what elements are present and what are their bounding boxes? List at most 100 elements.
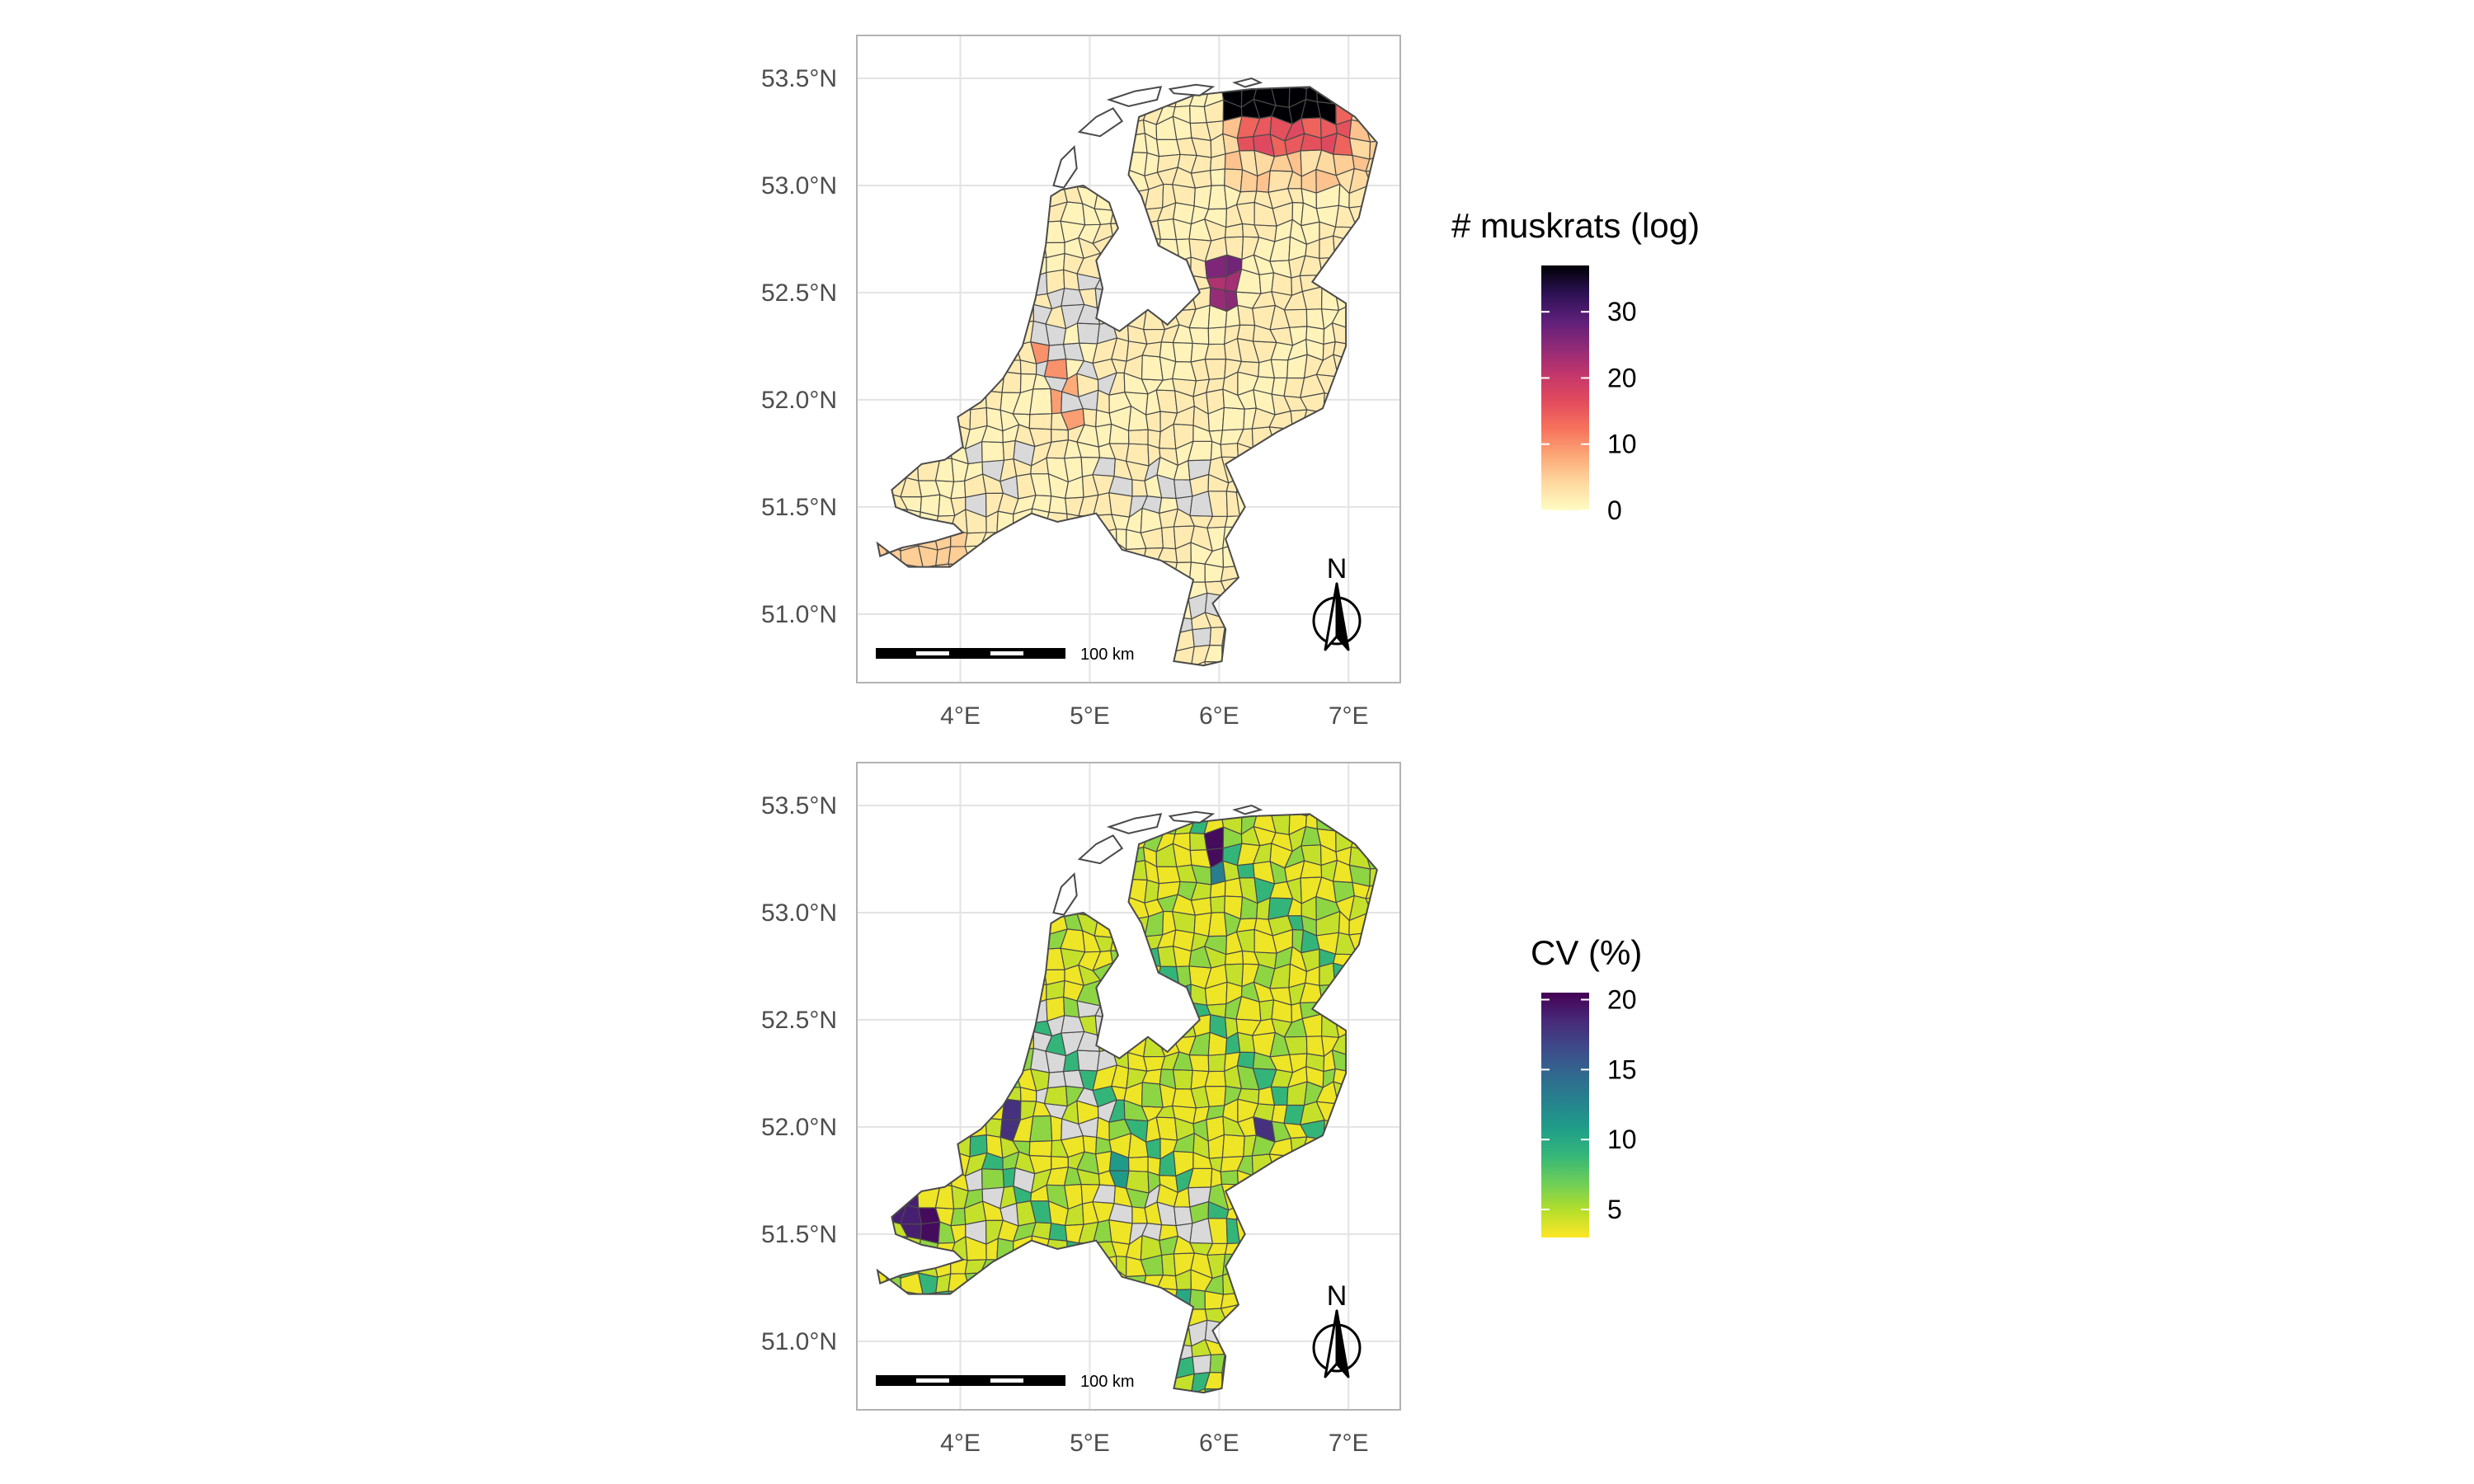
municipality bbox=[1210, 168, 1225, 186]
municipality bbox=[969, 1134, 988, 1158]
municipality bbox=[1270, 87, 1291, 108]
municipality bbox=[1174, 479, 1193, 500]
municipality bbox=[1156, 866, 1181, 885]
municipality bbox=[1161, 526, 1177, 550]
municipality bbox=[1144, 879, 1159, 904]
municipality bbox=[1028, 413, 1053, 430]
municipality bbox=[969, 406, 988, 430]
municipality bbox=[1270, 814, 1291, 835]
lon-tick-label: 4°E bbox=[940, 1430, 981, 1457]
municipality bbox=[950, 480, 967, 500]
municipality bbox=[1050, 1115, 1063, 1142]
scale-bar-label: 100 km bbox=[1080, 1373, 1135, 1391]
legend-tick-label: 5 bbox=[1607, 1195, 1622, 1224]
legend-tick-label: 15 bbox=[1607, 1054, 1637, 1084]
lat-tick-label: 52.0°N bbox=[761, 1114, 837, 1141]
scale-bar: 100 km bbox=[876, 1373, 1135, 1391]
municipality bbox=[1204, 1070, 1227, 1087]
municipality bbox=[1236, 324, 1256, 342]
municipality bbox=[1210, 895, 1225, 913]
island bbox=[1106, 813, 1163, 834]
north-label: N bbox=[1327, 553, 1348, 585]
municipality bbox=[1147, 1156, 1161, 1176]
legend-tick-label: 10 bbox=[1607, 1125, 1637, 1154]
lat-tick-label: 51.5°N bbox=[761, 1221, 837, 1248]
municipality bbox=[1127, 429, 1149, 445]
municipality bbox=[1108, 1219, 1133, 1245]
lat-tick-label: 51.5°N bbox=[761, 494, 837, 521]
municipality bbox=[1031, 1222, 1052, 1240]
legend-title: CV (%) bbox=[1531, 933, 1642, 972]
island bbox=[1106, 86, 1163, 107]
municipality bbox=[1221, 1134, 1245, 1158]
municipality bbox=[1155, 1116, 1178, 1141]
lon-tick-label: 7°E bbox=[1329, 702, 1369, 730]
lat-tick-label: 51.0°N bbox=[761, 601, 837, 628]
scale-bar: 100 km bbox=[876, 646, 1135, 664]
municipality bbox=[1156, 139, 1181, 157]
municipality bbox=[1028, 1140, 1053, 1158]
north-arrow-right-half bbox=[1335, 582, 1350, 651]
island bbox=[1077, 834, 1124, 865]
lat-tick-label: 53.5°N bbox=[761, 65, 837, 92]
municipality bbox=[920, 494, 941, 517]
municipality bbox=[1043, 1085, 1068, 1107]
municipality bbox=[1270, 1086, 1289, 1106]
legend-ticks bbox=[1541, 998, 1589, 1211]
municipality bbox=[1174, 1206, 1193, 1227]
municipality bbox=[1236, 1051, 1256, 1069]
lon-axis: 4°E 5°E 6°E 7°E bbox=[940, 1430, 1368, 1457]
legend-title: # muskrats (log) bbox=[1451, 206, 1700, 245]
lat-tick-label: 53.0°N bbox=[761, 172, 837, 200]
municipality bbox=[1047, 344, 1067, 362]
municipality bbox=[1192, 627, 1212, 647]
lon-tick-label: 5°E bbox=[1070, 1430, 1110, 1457]
municipality bbox=[1043, 358, 1068, 380]
island bbox=[1168, 83, 1216, 96]
municipality bbox=[1305, 308, 1325, 330]
lat-axis: 53.5°N 53.0°N 52.5°N 52.0°N 51.5°N 51.0°… bbox=[761, 792, 837, 1355]
municipality bbox=[1236, 862, 1255, 879]
municipality bbox=[1305, 1036, 1325, 1057]
municipality bbox=[1207, 326, 1226, 345]
north-arrow: N bbox=[1312, 553, 1362, 651]
cv-legend: CV (%) 5 10 15 20 bbox=[1531, 933, 1642, 1237]
municipality bbox=[1207, 1054, 1226, 1073]
lat-tick-label: 53.5°N bbox=[761, 792, 837, 819]
lat-tick-label: 52.5°N bbox=[761, 1007, 837, 1034]
panel-border bbox=[856, 35, 1401, 683]
municipality bbox=[1051, 429, 1069, 443]
north-arrow-right-half bbox=[1335, 1309, 1350, 1378]
municipality bbox=[1029, 1115, 1053, 1143]
lon-tick-label: 4°E bbox=[940, 702, 981, 730]
municipality bbox=[1144, 152, 1159, 176]
municipality bbox=[1076, 322, 1100, 345]
municipality bbox=[1204, 1085, 1227, 1107]
scale-bar-label: 100 km bbox=[1080, 646, 1135, 664]
municipality bbox=[1236, 135, 1255, 152]
muskrats-legend: # muskrats (log) 0 10 20 30 bbox=[1451, 206, 1700, 525]
legend-colorbar bbox=[1541, 993, 1589, 1237]
municipality bbox=[1188, 326, 1210, 345]
muskrats-map-panel: 53.5°N 53.0°N 52.5°N 52.0°N 51.5°N 51.0°… bbox=[761, 35, 1401, 730]
island bbox=[1052, 872, 1078, 916]
legend-tick-label: 30 bbox=[1607, 297, 1637, 326]
municipality bbox=[1082, 408, 1098, 428]
lat-tick-label: 52.0°N bbox=[761, 387, 837, 414]
lat-axis: 53.5°N 53.0°N 52.5°N 52.0°N 51.5°N 51.0°… bbox=[761, 65, 837, 628]
panel-border bbox=[856, 762, 1401, 1411]
municipality bbox=[1155, 389, 1178, 414]
lon-tick-label: 6°E bbox=[1199, 1430, 1239, 1457]
legend-tick-label: 0 bbox=[1607, 495, 1622, 525]
municipality bbox=[1161, 1253, 1177, 1277]
country-outline bbox=[876, 813, 1378, 1394]
municipality bbox=[1204, 343, 1227, 360]
lon-tick-label: 6°E bbox=[1199, 702, 1239, 730]
municipality bbox=[1050, 387, 1063, 415]
municipality bbox=[1108, 492, 1133, 518]
municipality bbox=[1031, 495, 1052, 513]
municipality bbox=[981, 441, 1005, 463]
lon-tick-label: 5°E bbox=[1070, 702, 1110, 730]
municipality bbox=[1127, 1156, 1149, 1172]
